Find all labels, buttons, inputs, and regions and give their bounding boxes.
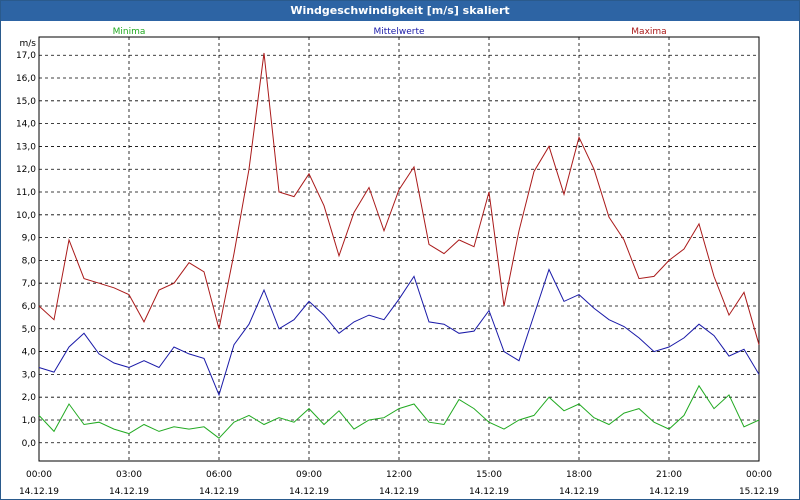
plot-frame xyxy=(38,36,760,462)
x-tick-time: 15:00 xyxy=(476,470,502,480)
y-tick-label: 16,0 xyxy=(16,74,36,84)
x-tick-time: 03:00 xyxy=(116,470,142,480)
x-tick-time: 06:00 xyxy=(206,470,232,480)
plot-border xyxy=(38,36,760,462)
y-tick-label: 15,0 xyxy=(16,97,36,107)
y-tick-label: 1,0 xyxy=(22,416,37,426)
y-tick-label: 6,0 xyxy=(22,302,37,312)
x-tick-time: 00:00 xyxy=(26,470,52,480)
x-tick-date: 14.12.19 xyxy=(199,487,239,497)
x-tick-date: 14.12.19 xyxy=(469,487,509,497)
y-tick-label: 14,0 xyxy=(16,120,36,130)
y-tick-label: 4,0 xyxy=(22,348,37,358)
y-tick-label: 8,0 xyxy=(22,256,37,266)
legend-maxima: Maxima xyxy=(631,27,666,37)
x-tick-date: 14.12.19 xyxy=(649,487,689,497)
y-tick-label: 7,0 xyxy=(22,279,37,289)
legend: Minima Mittelwerte Maxima xyxy=(113,27,667,37)
x-tick-time: 18:00 xyxy=(566,470,592,480)
series-lines xyxy=(38,52,760,439)
y-tick-label: 12,0 xyxy=(16,165,36,175)
x-tick-date: 14.12.19 xyxy=(19,487,59,497)
y-tick-label: 3,0 xyxy=(22,370,37,380)
y-tick-label: 0,0 xyxy=(22,439,37,449)
x-tick-date: 14.12.19 xyxy=(289,487,329,497)
x-tick-time: 21:00 xyxy=(656,470,682,480)
y-axis-unit: m/s xyxy=(20,39,37,49)
series-line-mittelwerte xyxy=(38,268,760,397)
x-tick-date: 14.12.19 xyxy=(559,487,599,497)
x-tick-date: 14.12.19 xyxy=(109,487,149,497)
series-line-maxima xyxy=(38,52,760,345)
x-tick-date: 14.12.19 xyxy=(379,487,419,497)
x-tick-time: 12:00 xyxy=(386,470,412,480)
y-tick-label: 17,0 xyxy=(16,51,36,61)
y-tick-label: 10,0 xyxy=(16,211,36,221)
x-tick-time: 09:00 xyxy=(296,470,322,480)
x-tick-date: 15.12.19 xyxy=(739,487,779,497)
series-line-minima xyxy=(38,384,760,439)
y-tick-label: 2,0 xyxy=(22,393,37,403)
grid-lines xyxy=(39,37,759,461)
x-axis: 00:00 14.12.19 03:00 14.12.19 06:00 14.12.19 0… xyxy=(19,470,779,497)
y-tick-label: 11,0 xyxy=(16,188,36,198)
window-title: Windgeschwindigkeit [m/s] skaliert xyxy=(1,1,799,21)
x-tick-time: 00:00 xyxy=(746,470,772,480)
y-tick-label: 5,0 xyxy=(22,325,37,335)
y-axis: 0,0 1,0 2,0 3,0 4,0 5,0 6,0 7,0 8,0 9,0 10,0 11,0 12… xyxy=(16,39,36,449)
y-tick-label: 13,0 xyxy=(16,142,36,152)
legend-mittelwerte: Mittelwerte xyxy=(373,27,424,37)
y-tick-label: 9,0 xyxy=(22,234,37,244)
legend-minima: Minima xyxy=(113,27,146,37)
